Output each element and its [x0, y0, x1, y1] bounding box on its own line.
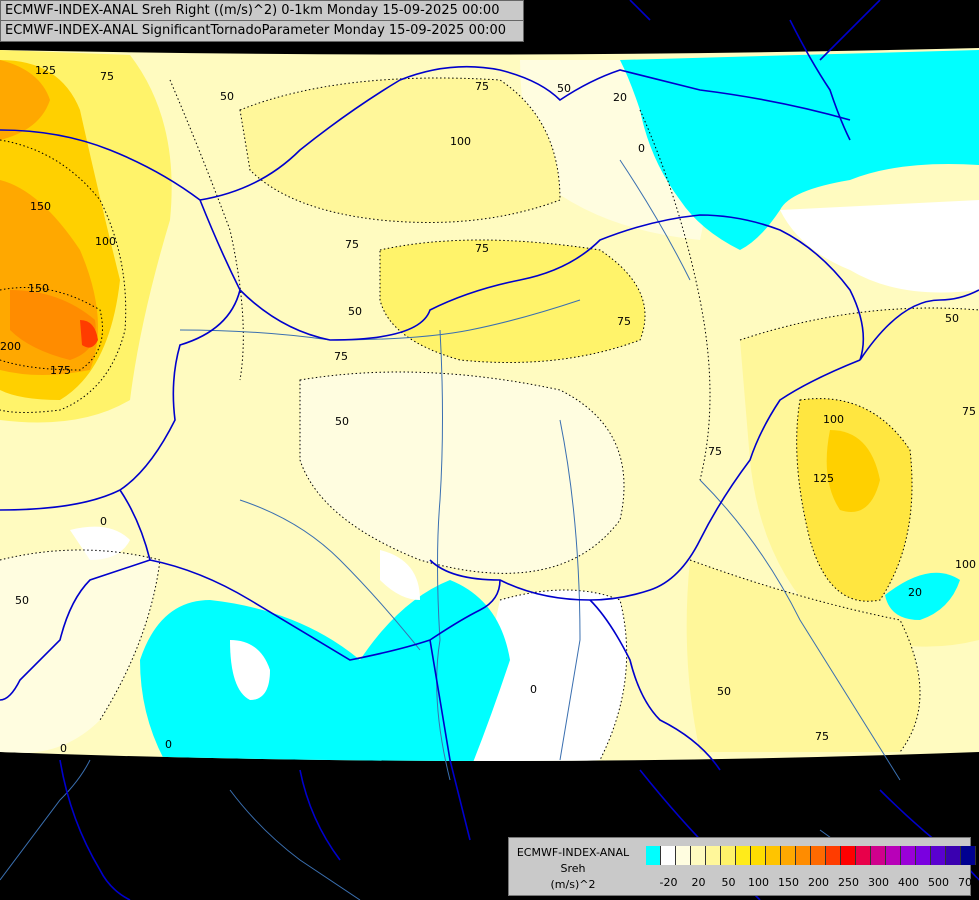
sreh-field [0, 48, 979, 761]
contour-label: 50 [15, 594, 29, 607]
contour-label: 100 [955, 558, 976, 571]
legend-swatch [751, 846, 766, 865]
legend-param: Sreh [560, 862, 586, 875]
legend-tick-label: 200 [808, 876, 829, 889]
legend-tick-label: 150 [778, 876, 799, 889]
contour-label: 75 [100, 70, 114, 83]
legend-swatch [826, 846, 841, 865]
legend-swatch [691, 846, 706, 865]
map-title-line-2: ECMWF-INDEX-ANAL SignificantTornadoParam… [0, 21, 524, 42]
contour-label: 150 [30, 200, 51, 213]
legend-tick-label: 20 [691, 876, 706, 889]
contour-label: 75 [962, 405, 976, 418]
contour-label: 0 [60, 742, 67, 755]
color-legend: ECMWF-INDEX-ANAL Sreh (m/s)^2 -20 20 50 100… [508, 837, 979, 896]
contour-label: 100 [95, 235, 116, 248]
contour-label: 175 [50, 364, 71, 377]
contour-label: 75 [334, 350, 348, 363]
contour-label: 0 [165, 738, 172, 751]
legend-swatch [886, 846, 901, 865]
contour-label: 0 [638, 142, 645, 155]
legend-swatch [736, 846, 751, 865]
contour-label: 50 [348, 305, 362, 318]
rivers [0, 159, 901, 900]
legend-swatch [796, 846, 811, 865]
map-title-line-1: ECMWF-INDEX-ANAL Sreh Right ((m/s)^2) 0-… [0, 0, 524, 21]
contour-label: 20 [613, 91, 627, 104]
contour-label: 100 [450, 135, 471, 148]
legend-swatch [676, 846, 691, 865]
contour-lines [0, 77, 979, 761]
legend-tick-label: 250 [838, 876, 859, 889]
legend-tick-label: 500 [928, 876, 949, 889]
legend-model: ECMWF-INDEX-ANAL [516, 846, 630, 859]
legend-swatch [871, 846, 886, 865]
legend-swatch [766, 846, 781, 865]
contour-label: 125 [35, 64, 56, 77]
legend-swatch [916, 846, 931, 865]
legend-swatch [781, 846, 796, 865]
legend-tick-label: 100 [748, 876, 769, 889]
contour-label: 75 [345, 238, 359, 251]
contour-label: 125 [813, 472, 834, 485]
legend-tick-label: 700 [958, 876, 979, 889]
contour-label: 50 [717, 685, 731, 698]
contour-label: 0 [100, 515, 107, 528]
contour-label: 75 [815, 730, 829, 743]
contour-label: 50 [335, 415, 349, 428]
contour-label: 75 [475, 242, 489, 255]
legend-swatch [841, 846, 856, 865]
legend-tick-label: -20 [659, 876, 678, 889]
legend-swatch [856, 846, 871, 865]
legend-swatch [721, 846, 736, 865]
contour-label: 50 [220, 90, 234, 103]
legend-tick-label: 300 [868, 876, 889, 889]
legend-tick-label: 50 [721, 876, 736, 889]
contour-label: 75 [708, 445, 722, 458]
contour-label: 0 [530, 683, 537, 696]
legend-swatch [901, 846, 916, 865]
legend-swatch [931, 846, 946, 865]
legend-swatch [661, 846, 676, 865]
legend-unit: (m/s)^2 [550, 878, 596, 891]
contour-label: 50 [945, 312, 959, 325]
contour-label: 75 [617, 315, 631, 328]
contour-label: 200 [0, 340, 21, 353]
contour-labels: 125 75 50 150 100 150 200 175 75 100 75 … [0, 64, 976, 755]
contour-label: 50 [557, 82, 571, 95]
contour-label: 150 [28, 282, 49, 295]
legend-color-bar [646, 846, 976, 865]
legend-tick-label: 400 [898, 876, 919, 889]
legend-swatch [946, 846, 961, 865]
legend-swatch [646, 846, 661, 865]
legend-swatch [961, 846, 976, 865]
contour-label: 20 [908, 586, 922, 599]
legend-swatch [811, 846, 826, 865]
legend-swatch [706, 846, 721, 865]
contour-label: 75 [475, 80, 489, 93]
contour-label: 100 [823, 413, 844, 426]
